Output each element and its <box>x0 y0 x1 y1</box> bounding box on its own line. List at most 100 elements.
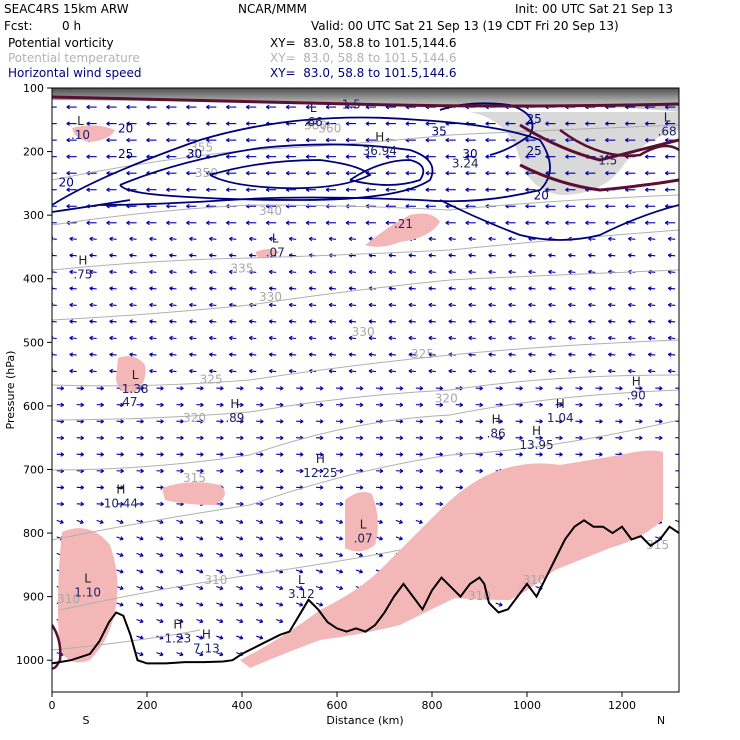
pv-region <box>162 482 225 505</box>
extremum-type: L <box>272 231 279 245</box>
wind-vector-head <box>439 419 444 424</box>
wind-vector-head <box>399 485 404 490</box>
wind-vector <box>109 370 117 373</box>
wind-vector <box>368 370 377 373</box>
wind-vector-head <box>47 122 50 126</box>
wind-vector-head <box>439 485 444 490</box>
wind-vector <box>415 519 423 524</box>
wind-vector-head <box>568 319 572 324</box>
y-tick-label: 100 <box>23 82 44 95</box>
wind-vector-head <box>565 137 569 143</box>
valid-time: Valid: 00 UTC Sat 21 Sep 13 (19 CDT Fri … <box>311 19 619 33</box>
wind-vector-head <box>86 104 90 110</box>
wind-vector-head <box>339 386 344 391</box>
y-tick-label: 900 <box>23 591 44 604</box>
wind-vector-head <box>200 468 204 474</box>
wind-vector-head <box>505 220 509 226</box>
wind-vector <box>348 254 357 257</box>
wind-vector <box>269 238 277 240</box>
wind-vector <box>355 552 363 557</box>
wind-vector-head <box>239 402 244 408</box>
extremum-value: .86 <box>487 427 506 441</box>
wind-vector <box>309 271 317 273</box>
wind-vector <box>488 353 496 356</box>
wind-vector-head <box>385 187 390 193</box>
extremum-type: H <box>173 617 182 631</box>
wind-vector <box>329 320 337 323</box>
extremum-type: H <box>532 424 541 438</box>
wind-vector-head <box>579 435 583 441</box>
wind-vector-head <box>268 352 273 357</box>
wind-vector-head <box>259 501 264 507</box>
wind-vector <box>216 585 224 590</box>
theta-contour-label: 335 <box>231 261 254 275</box>
wind-vector-head <box>146 220 150 226</box>
wind-vector-head <box>488 253 493 258</box>
wind-vector <box>256 602 264 606</box>
wind-vector-head <box>599 402 603 408</box>
theta-contour-line <box>52 229 679 271</box>
wind-vector-head <box>559 402 563 408</box>
wind-vector <box>388 304 396 306</box>
wind-vector-head <box>239 536 244 541</box>
wind-vector <box>109 353 117 356</box>
extremum-type: H <box>202 628 211 642</box>
wind-vector-head <box>339 501 344 507</box>
wind-vector <box>149 337 157 340</box>
wind-vector <box>488 337 496 340</box>
wind-vector-head <box>106 154 110 159</box>
wind-vector-head <box>268 319 273 324</box>
wind-vector <box>69 238 77 240</box>
wind-speed-contour-line <box>52 199 131 213</box>
wind-vector-head <box>169 286 173 291</box>
wind-vector-head <box>664 170 669 176</box>
wind-vector <box>149 370 157 373</box>
wind-vector-head <box>585 121 589 126</box>
wind-vector <box>668 353 676 356</box>
wind-vector-head <box>100 485 104 490</box>
wind-vector-head <box>259 569 264 574</box>
wind-vector-head <box>200 452 204 457</box>
wind-vector <box>335 552 343 557</box>
wind-vector-head <box>120 452 124 457</box>
wind-vector-head <box>365 187 370 193</box>
wind-vector <box>136 585 144 590</box>
wind-vector <box>588 337 596 340</box>
wind-speed-contour-label: 30 <box>187 147 202 161</box>
wind-vector-head <box>345 154 350 159</box>
wind-vector-head <box>319 452 324 457</box>
wind-vector <box>96 519 104 524</box>
theta-contour-label: 330 <box>352 325 375 339</box>
wind-vector <box>568 320 576 323</box>
wind-vector <box>52 287 57 290</box>
wind-vector <box>289 320 297 323</box>
wind-vector-head <box>60 435 65 441</box>
wind-vector-head <box>109 269 114 275</box>
wind-vector-head <box>644 187 649 193</box>
wind-vector-head <box>146 104 150 110</box>
wind-vector-head <box>219 435 224 441</box>
wind-vector <box>408 254 416 257</box>
wind-vector-head <box>149 319 153 324</box>
wind-vector <box>668 337 676 340</box>
y-axis: 100 200 300 400 500 600 700 800 900 1000 <box>16 82 52 667</box>
wind-vector <box>528 353 536 356</box>
theta-contour-line <box>52 374 679 421</box>
wind-vector-head <box>268 269 273 275</box>
wind-vector <box>89 370 97 373</box>
wind-vector-head <box>169 236 173 242</box>
wind-vector-head <box>585 170 589 176</box>
wind-vector-head <box>160 452 164 457</box>
wind-vector <box>495 602 503 606</box>
wind-vector <box>189 320 197 323</box>
wind-vector <box>236 519 244 524</box>
wind-vector-head <box>239 501 244 507</box>
wind-vector-head <box>139 552 144 558</box>
theta-contour-label: 380 <box>304 118 327 132</box>
wind-vector <box>229 254 237 257</box>
wind-vector <box>129 353 137 356</box>
wind-vector <box>468 320 476 323</box>
wind-vector-head <box>166 187 170 193</box>
wind-vector-head <box>608 302 612 308</box>
wind-vector <box>388 271 396 273</box>
